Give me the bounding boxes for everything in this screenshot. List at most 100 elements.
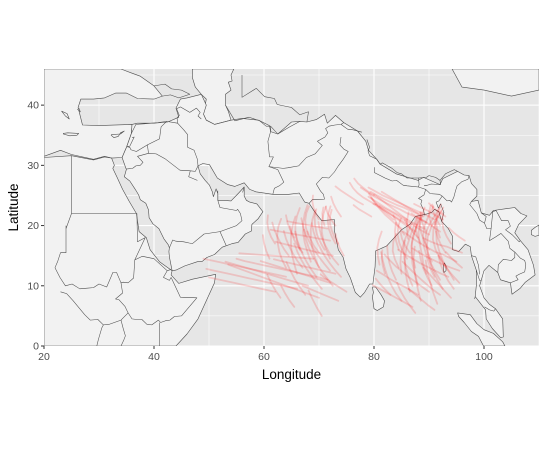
cyclone-track [326, 205, 337, 245]
cyclone-track [359, 186, 428, 224]
cyclone-track [319, 273, 348, 293]
axes: 20 40 60 80 100 0 10 20 30 40 [27, 100, 493, 363]
island-polygon [110, 130, 125, 138]
country-border [225, 104, 271, 127]
cyclone-track [238, 252, 315, 260]
cyclone-track [410, 212, 441, 233]
cyclone-track [402, 239, 414, 287]
cyclone-track [334, 185, 364, 206]
cyclone-track [403, 219, 419, 239]
basemap-land [44, 69, 539, 346]
cyclone-track [437, 254, 455, 290]
cyclone-track [280, 284, 296, 308]
country-border [153, 83, 191, 99]
land-polygon [44, 69, 163, 160]
cyclone-track [367, 195, 425, 230]
cyclone-track [431, 203, 441, 227]
country-border [474, 296, 476, 300]
cyclone-tracks [202, 177, 466, 317]
country-border [188, 170, 198, 181]
country-border [476, 270, 482, 282]
country-border [490, 210, 521, 243]
cyclone-track [372, 284, 414, 308]
country-border [217, 200, 237, 211]
country-border [127, 146, 132, 150]
cyclone-track [391, 233, 400, 269]
y-tick-label: 10 [27, 280, 39, 292]
cyclone-track [432, 210, 447, 269]
cyclone-track [378, 205, 417, 233]
country-border [180, 106, 202, 120]
y-tick-label: 0 [33, 341, 39, 353]
cyclone-track [447, 227, 466, 242]
cyclone-track [418, 250, 433, 287]
cyclone-track [411, 247, 461, 272]
cyclone-track [424, 203, 442, 263]
country-border [418, 186, 426, 216]
country-border [510, 251, 527, 284]
cyclone-track [202, 257, 287, 278]
land-polygon [451, 69, 539, 97]
island-polygon [457, 312, 506, 346]
cyclone-track [276, 218, 287, 269]
country-border [442, 175, 470, 203]
cyclone-track [375, 269, 419, 296]
cyclone-track [294, 230, 318, 278]
island-polygon [61, 110, 70, 120]
cyclone-track [274, 240, 334, 257]
cyclone-track [317, 221, 340, 266]
cyclone-track [424, 259, 439, 305]
cyclone-track [329, 209, 340, 245]
cyclone-track [309, 209, 320, 269]
cyclone-track [313, 208, 326, 251]
land-polygon [121, 94, 536, 338]
cyclone-track [413, 203, 444, 221]
cyclone-track [307, 289, 323, 317]
country-border [425, 189, 445, 222]
cyclone-track [435, 206, 441, 239]
country-border [54, 228, 129, 326]
country-border [471, 255, 480, 275]
x-tick-label: 40 [148, 351, 160, 363]
cyclone-track [386, 245, 397, 281]
cyclone-track [425, 206, 445, 290]
cyclone-track [383, 253, 430, 293]
cyclone-track [369, 190, 425, 218]
island-polygon [531, 224, 539, 237]
cyclone-track [334, 233, 345, 257]
cyclone-track [348, 181, 376, 206]
cyclone-track [310, 222, 342, 278]
country-border [148, 153, 199, 172]
cyclone-track [269, 228, 331, 242]
cyclone-track [273, 258, 337, 275]
cyclone-track [394, 221, 400, 251]
cyclone-track [422, 205, 436, 278]
country-border [241, 75, 309, 123]
country-border [270, 121, 300, 135]
cyclone-track [235, 257, 329, 281]
x-tick-label: 20 [38, 351, 50, 363]
cyclone-track [368, 192, 395, 221]
cyclone-track [205, 268, 298, 290]
island-polygon [63, 132, 79, 137]
x-tick-label: 60 [258, 351, 270, 363]
cyclone-track [375, 203, 430, 236]
cyclone-track [227, 263, 320, 299]
cyclone-track [399, 222, 413, 275]
country-border [169, 231, 221, 248]
cyclone-track [428, 202, 447, 218]
cyclone-track [412, 245, 422, 302]
country-border [126, 144, 149, 170]
y-tick-label: 20 [27, 220, 39, 232]
cyclone-track [367, 186, 436, 221]
cyclone-track [396, 281, 417, 314]
cyclone-track [321, 206, 326, 227]
cyclone-track [286, 220, 329, 230]
cyclone-track [428, 204, 433, 227]
country-border [134, 213, 172, 271]
country-border [131, 121, 167, 134]
cyclone-track [301, 284, 340, 302]
cyclone-track [396, 217, 408, 260]
cyclone-track [285, 261, 307, 296]
